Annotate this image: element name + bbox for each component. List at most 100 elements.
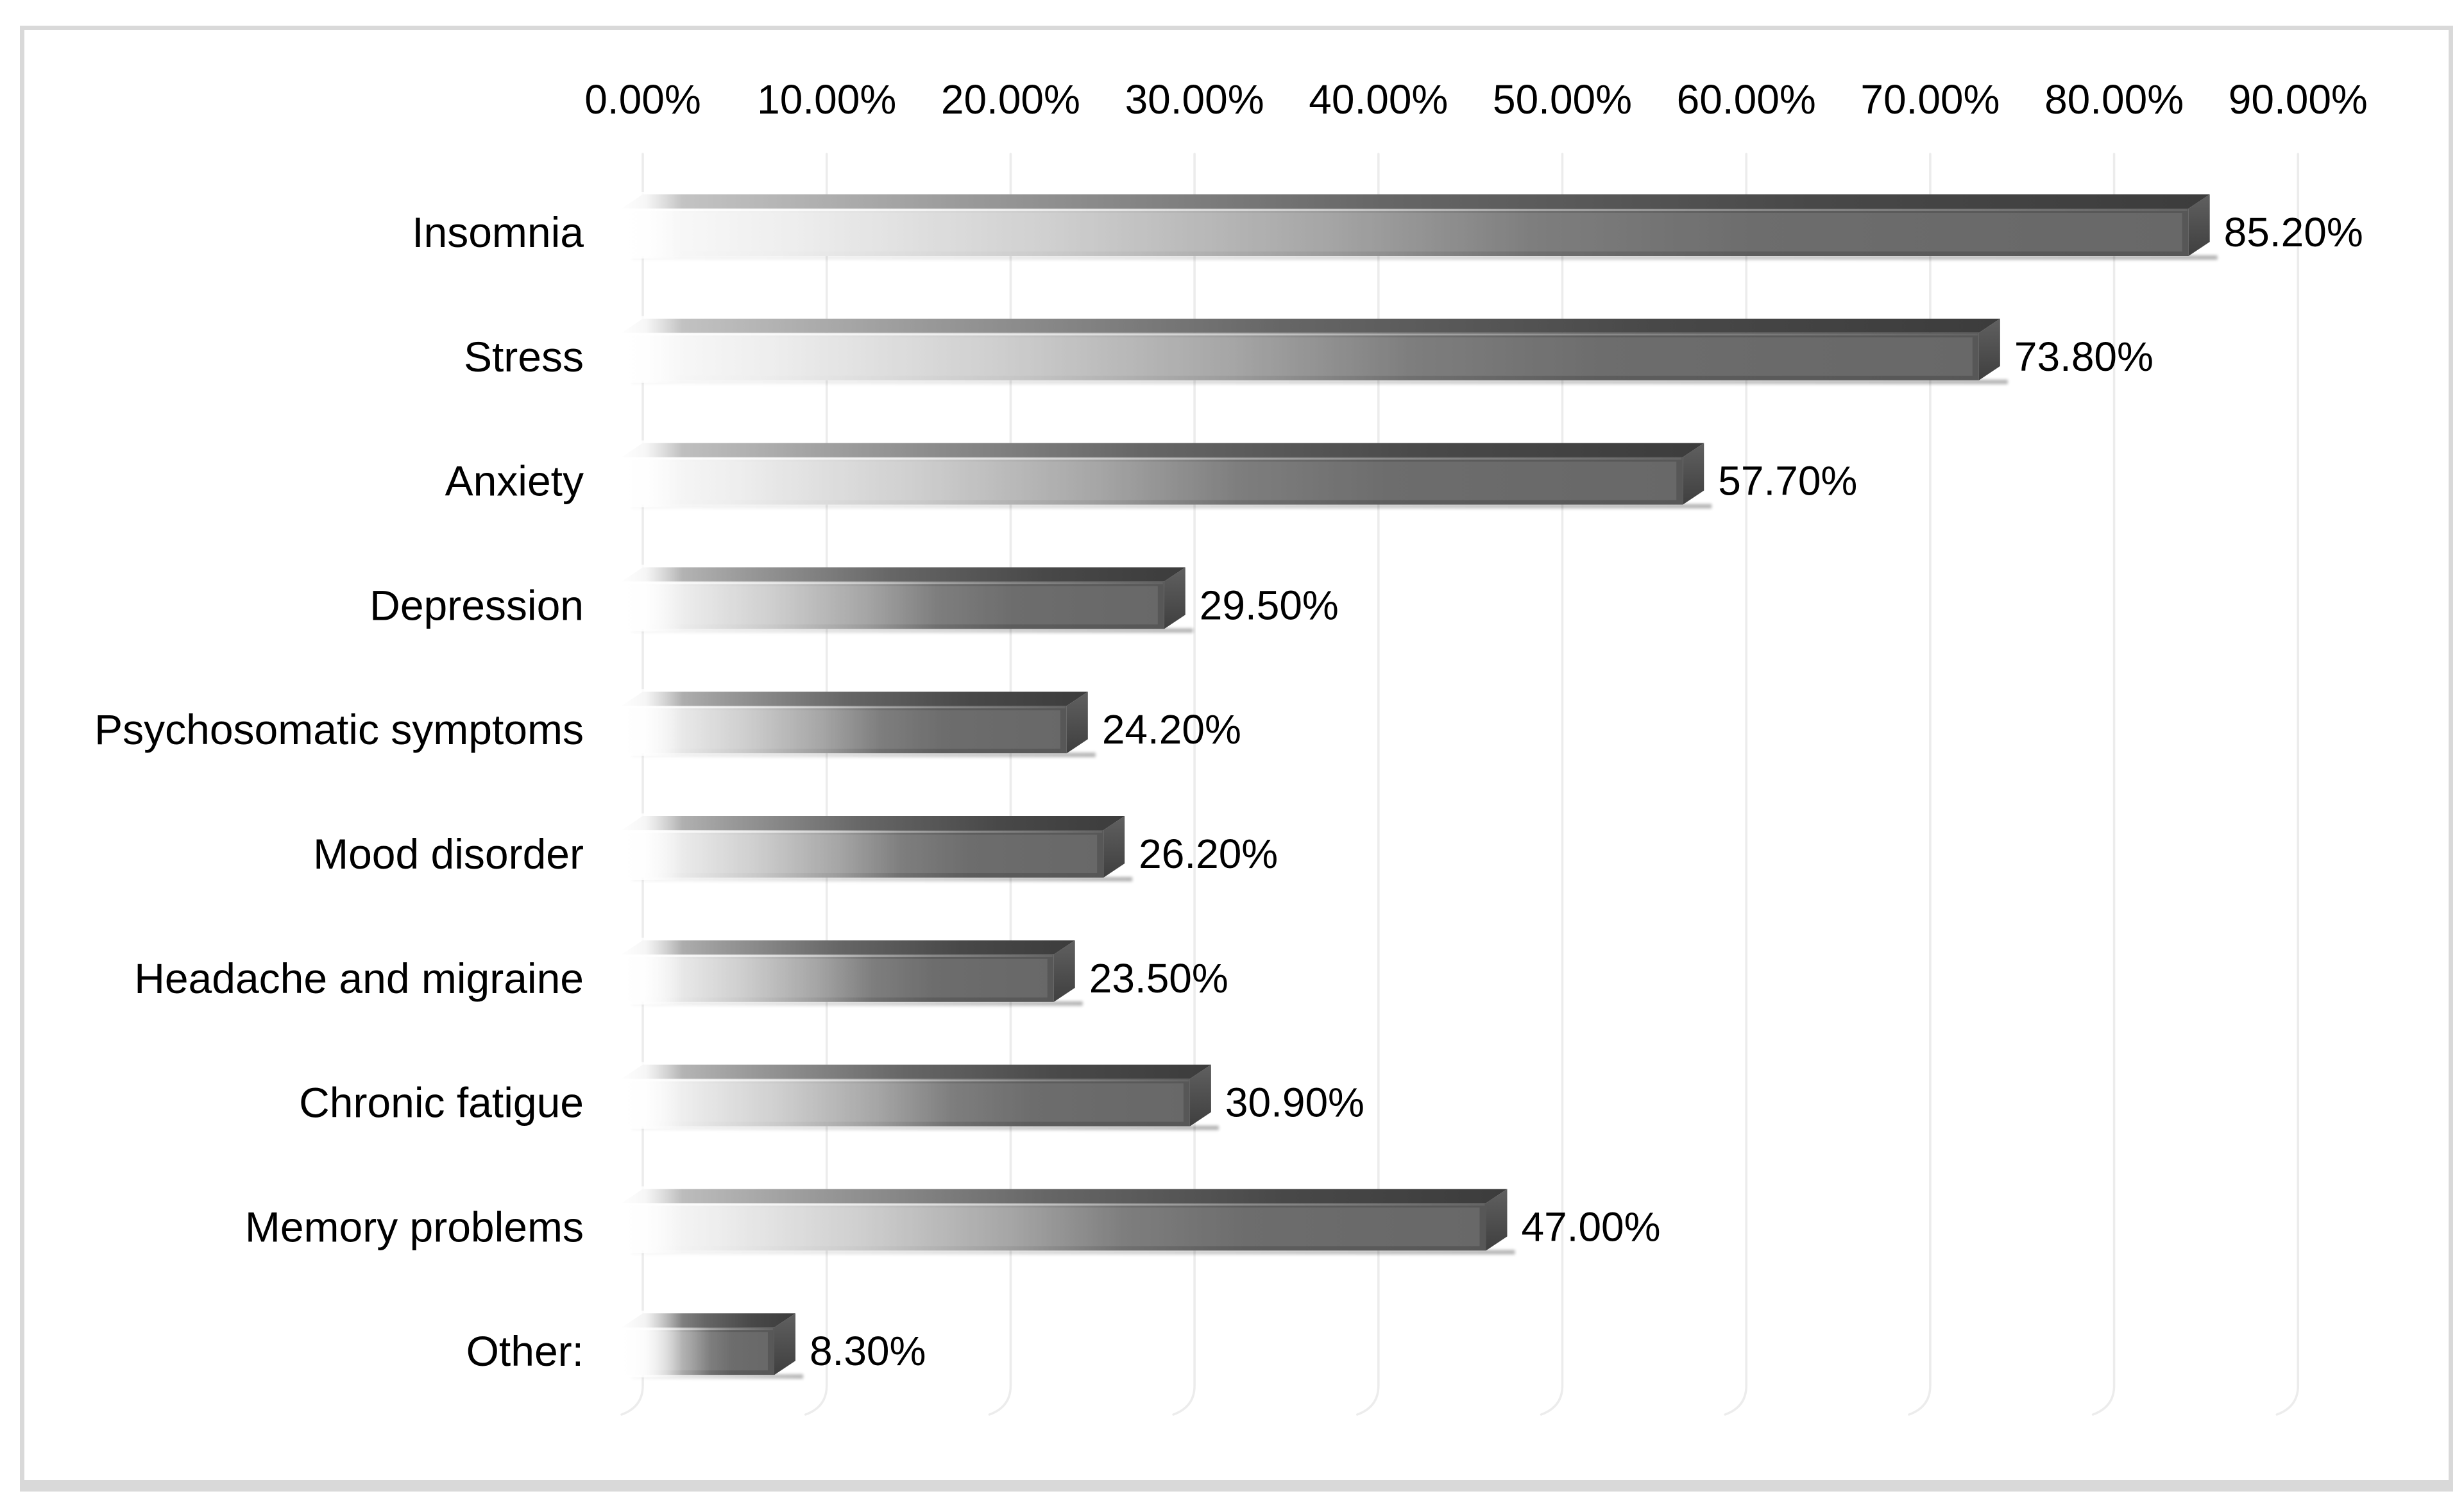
bar-left-fade [615,1311,683,1378]
bar-left-fade [615,1186,683,1254]
bar-front-face [622,208,2189,256]
bar-front-face [622,332,1979,380]
bar-left-fade [615,316,683,383]
category-label: Insomnia [412,208,584,256]
bar-top-face [622,692,1088,706]
bar-shadow [631,379,2008,384]
category-label: Mood disorder [313,830,584,878]
bar-top-highlight-line [623,831,1103,833]
bar-bevel-highlight [628,958,1048,998]
bar-row-psychosomatic-symptoms: Psychosomatic symptoms 24.20% [94,689,1241,758]
bar-row-insomnia: Insomnia 85.20% [412,192,2363,260]
bar-bevel-highlight [628,1083,1184,1122]
value-label: 73.80% [2014,334,2154,380]
value-label: 23.50% [1089,955,1228,1001]
bar-top-face [622,1189,1508,1203]
axis-tick-label: 20.00% [941,76,1080,123]
gridline [620,153,644,1416]
category-label: Depression [370,581,584,629]
bar-shadow [631,504,1712,509]
bar-top-highlight-line [623,955,1053,957]
bar-front-face [622,581,1164,629]
bar-top-face [622,567,1185,582]
bar-left-fade [615,565,683,632]
bar-bevel-highlight [628,586,1158,625]
chart-floor-band [20,1480,2453,1492]
bar-end-cap [1066,692,1088,754]
bar-left-fade [615,440,683,507]
bar-bevel-highlight [628,1207,1480,1246]
bar-bevel-highlight [628,710,1060,749]
value-label: 47.00% [1521,1203,1660,1250]
bar-shadow [631,628,1193,633]
bar-left-fade [615,937,683,1005]
bar-top-face [622,318,2000,333]
axis-tick-label: 10.00% [757,76,896,123]
bar-shadow [631,877,1133,881]
gridline [2275,153,2300,1416]
bar-front-face [622,1078,1190,1127]
bar-row-chronic-fatigue: Chronic fatigue 30.90% [299,1062,1364,1130]
axis-tick-label: 40.00% [1309,76,1448,123]
bar-top-face [622,940,1075,955]
value-label: 8.30% [810,1328,926,1374]
category-label: Psychosomatic symptoms [94,706,584,753]
bar-end-cap [1053,940,1075,1002]
bar-row-anxiety: Anxiety 57.70% [445,440,1857,509]
bar-front-face [622,706,1067,754]
bar-top-face [622,443,1704,457]
gridline [2091,153,2116,1416]
value-label: 26.20% [1139,831,1278,877]
axis-tick-label: 30.00% [1125,76,1264,123]
axis-tick-label: 50.00% [1493,76,1632,123]
category-label: Headache and migraine [134,955,584,1002]
bar-left-fade [615,689,683,756]
bar-end-cap [1164,567,1185,629]
bar-end-cap [1683,443,1704,505]
bar-shadow [631,1125,1219,1130]
bar-end-cap [1103,816,1125,878]
bar-shadow [631,1374,803,1379]
bar-top-highlight-line [623,209,2188,211]
gridline [1356,153,1380,1416]
bar-front-face [622,457,1683,505]
bar-row-mood-disorder: Mood disorder 26.20% [313,813,1278,881]
axis-tick-label: 90.00% [2229,76,2368,123]
bar-bevel-highlight [628,213,2182,251]
category-label: Stress [464,333,584,380]
category-label: Anxiety [445,457,584,505]
gridline [1724,153,1747,1416]
axis-tick-label: 60.00% [1677,76,1816,123]
bar-top-highlight-line [623,333,1978,336]
value-label: 30.90% [1225,1080,1364,1126]
bar-bevel-highlight [628,337,1973,376]
bar-shadow [631,1001,1083,1006]
bar-left-fade [615,192,683,259]
value-label: 24.20% [1102,706,1241,752]
bar-left-fade [615,813,683,880]
bar-row-headache-and-migraine: Headache and migraine 23.50% [134,937,1228,1006]
bar-shadow [631,1250,1515,1255]
bar-top-highlight-line [623,706,1066,709]
bar-top-highlight-line [623,582,1163,584]
gridline [988,153,1012,1416]
value-label: 57.70% [1718,458,1857,504]
bar-top-highlight-line [623,1079,1189,1082]
bar-end-cap [774,1313,795,1375]
bar-top-highlight-line [623,1328,773,1331]
bar-top-face [622,1064,1211,1079]
gridline [804,153,828,1416]
bar-top-face [622,816,1125,830]
bar-front-face [622,1203,1486,1251]
axis-tick-label: 80.00% [2044,76,2184,123]
bar-front-face [622,954,1054,1002]
value-label: 29.50% [1200,582,1339,628]
bar-end-cap [1978,318,2000,380]
value-label: 85.20% [2224,209,2363,255]
bar-end-cap [1189,1064,1211,1127]
bar-top-face [622,194,2210,208]
category-label: Chronic fatigue [299,1079,584,1127]
bar-bevel-highlight [628,461,1677,500]
bar-row-memory-problems: Memory problems 47.00% [245,1186,1661,1255]
